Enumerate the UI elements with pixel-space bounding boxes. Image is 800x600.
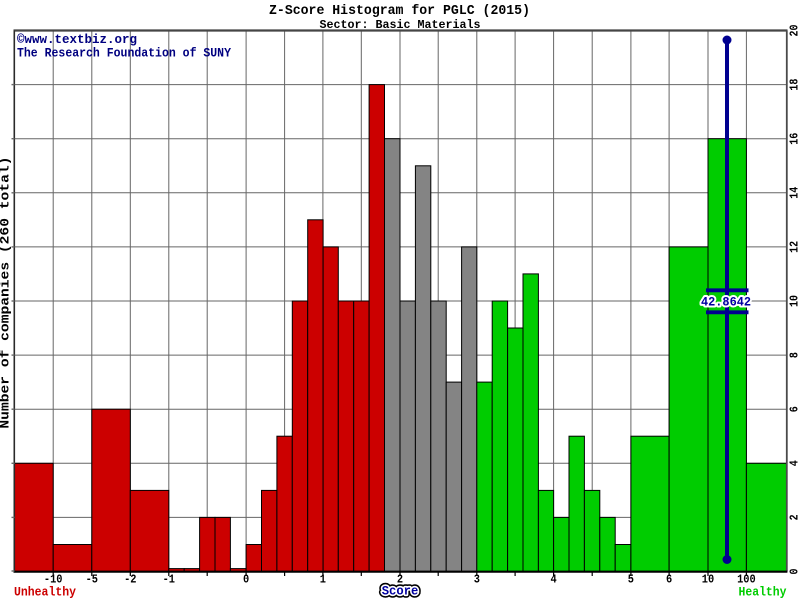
svg-text:Healthy: Healthy [739,586,787,600]
svg-text:-1: -1 [163,572,175,586]
svg-text:-10: -10 [44,572,63,586]
svg-text:6: 6 [787,406,800,412]
svg-text:18: 18 [787,79,800,91]
svg-text:Number of companies (260 total: Number of companies (260 total) [0,157,13,429]
svg-text:4: 4 [551,572,557,586]
svg-text:42.8642: 42.8642 [701,295,751,309]
svg-text:16: 16 [787,133,800,145]
svg-text:The Research Foundation of SUN: The Research Foundation of SUNY [17,47,231,61]
svg-text:Score: Score [382,585,419,599]
svg-text:14: 14 [787,187,800,199]
svg-text:Z-Score Histogram for PGLC (20: Z-Score Histogram for PGLC (2015) [269,3,530,19]
svg-text:-2: -2 [124,572,136,586]
svg-text:0: 0 [243,572,249,586]
svg-text:-5: -5 [86,572,98,586]
svg-text:©www.textbiz.org: ©www.textbiz.org [17,33,137,47]
svg-text:5: 5 [628,572,634,586]
svg-text:10: 10 [702,572,714,586]
svg-text:8: 8 [787,352,800,358]
svg-text:100: 100 [737,572,756,586]
svg-text:4: 4 [787,460,800,466]
svg-text:3: 3 [474,572,480,586]
svg-text:10: 10 [787,295,800,307]
svg-text:Sector: Basic Materials: Sector: Basic Materials [320,18,481,32]
svg-text:2: 2 [397,572,403,586]
svg-text:0: 0 [787,569,800,575]
svg-text:6: 6 [666,572,672,586]
svg-text:2: 2 [787,514,800,520]
svg-text:Score: Score [382,585,419,599]
svg-text:12: 12 [787,241,800,253]
svg-text:20: 20 [787,25,800,37]
svg-text:Unhealthy: Unhealthy [14,586,76,600]
svg-text:1: 1 [320,572,326,586]
